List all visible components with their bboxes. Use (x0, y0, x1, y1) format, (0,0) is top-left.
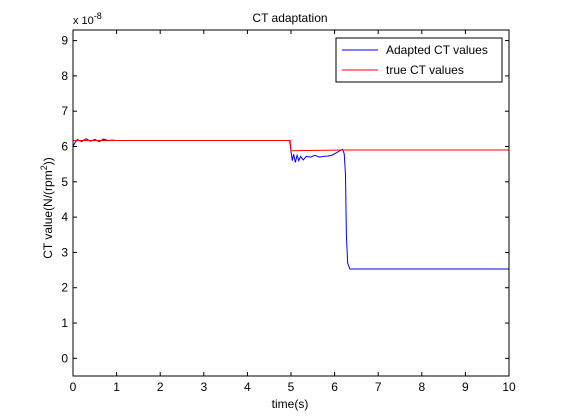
series-line-1 (73, 140, 509, 152)
plot-area (73, 30, 509, 376)
x-tick-label: 0 (70, 380, 77, 394)
legend: Adapted CT values true CT values (335, 37, 503, 83)
y-exponent-base: x 10 (73, 15, 94, 27)
y-tick-label: 4 (61, 210, 68, 224)
x-tick-label: 6 (331, 380, 338, 394)
x-tick-label: 1 (113, 380, 120, 394)
y-tick-label: 8 (61, 69, 68, 83)
x-tick-label: 3 (200, 380, 207, 394)
x-tick-label: 10 (502, 380, 516, 394)
series-layer (72, 138, 509, 270)
y-axis-label-sup: 2 (39, 165, 49, 170)
axes-layer: 0 1 2 3 4 5 6 7 8 9 10 0 1 2 3 4 5 6 7 8 9 (61, 29, 516, 394)
chart-title: CT adaptation (252, 11, 327, 25)
x-axis-label: time(s) (272, 397, 309, 411)
x-tick-label: 2 (157, 380, 164, 394)
y-axis-label: CT value(N/(rpm2)) (39, 157, 55, 258)
y-tick-label: 9 (61, 34, 68, 48)
legend-label-1: true CT values (386, 63, 464, 77)
y-tick-label: 0 (61, 351, 68, 365)
y-exponent-power: -8 (94, 11, 102, 21)
y-tick-label: 2 (61, 281, 68, 295)
legend-label-0: Adapted CT values (386, 43, 488, 57)
x-tick-label: 8 (418, 380, 425, 394)
y-tick-label: 7 (61, 104, 68, 118)
y-exponent-label: x 10-8 (73, 11, 102, 27)
svg-text:x 10-8: x 10-8 (73, 11, 102, 27)
y-axis-label-end: )) (41, 157, 55, 165)
y-tick-label: 6 (61, 140, 68, 154)
legend-box (335, 37, 503, 83)
x-tick-label: 7 (375, 380, 382, 394)
y-tick-label: 3 (61, 245, 68, 259)
y-tick-label: 5 (61, 175, 68, 189)
x-tick-label: 5 (288, 380, 295, 394)
y-tick-label: 1 (61, 316, 68, 330)
x-tick-label: 4 (244, 380, 251, 394)
y-axis-label-main: CT value(N/(rpm (41, 170, 55, 258)
x-tick-label: 9 (462, 380, 469, 394)
